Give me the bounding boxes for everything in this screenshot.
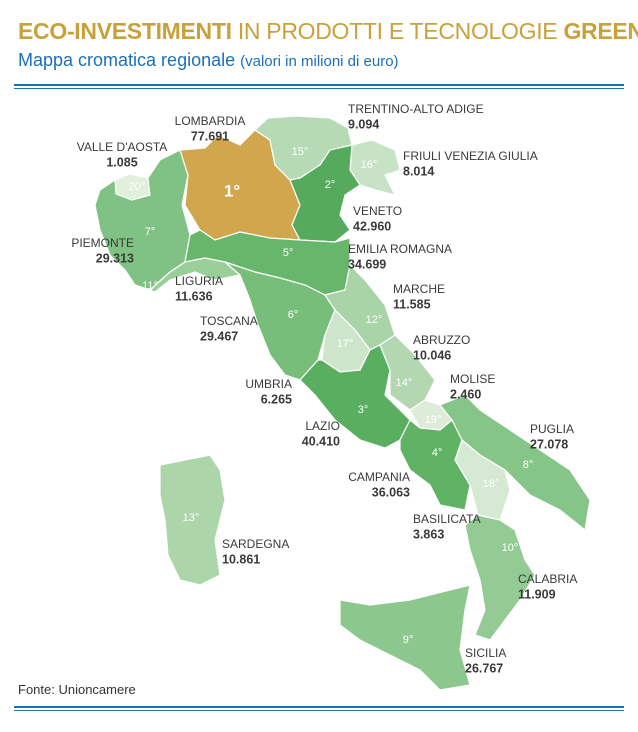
region: [289, 144, 361, 243]
subtitle-text: Mappa cromatica regionale: [18, 50, 236, 70]
region-value: 42.960: [353, 219, 391, 233]
source: Fonte: Unioncamere: [18, 682, 136, 697]
region-rank: 8°: [523, 459, 534, 471]
region-name: TRENTINO-ALTO ADIGE: [348, 102, 484, 116]
region-rank: 3°: [358, 404, 369, 416]
region-name: VALLE D'AOSTA: [77, 140, 168, 154]
region-value: 11.636: [175, 289, 213, 303]
region-value: 34.699: [348, 257, 386, 271]
region-name: PUGLIA: [530, 422, 574, 436]
region-value: 36.063: [372, 485, 410, 499]
region-name: VENETO: [353, 204, 402, 218]
region-value: 3.863: [413, 527, 444, 541]
title-bold: ECO-INVESTIMENTI: [18, 18, 232, 44]
region-rank: 13°: [183, 512, 200, 524]
region-rank: 2°: [325, 179, 336, 191]
region-value: 10.861: [222, 552, 260, 566]
region-value: 8.014: [403, 164, 434, 178]
region-value: 27.078: [530, 437, 568, 451]
region-name: BASILICATA: [413, 512, 481, 526]
subtitle-note: (valori in milioni di euro): [240, 53, 399, 70]
region-name: CAMPANIA: [348, 470, 410, 484]
region-value: 2.460: [450, 387, 481, 401]
region: [399, 419, 471, 511]
region-rank: 4°: [432, 447, 443, 459]
region-rank: 15°: [292, 146, 309, 158]
region-name: LOMBARDIA: [175, 114, 246, 128]
region-name: MOLISE: [450, 372, 495, 386]
region-rank: 6°: [288, 309, 299, 321]
subtitle: Mappa cromatica regionale (valori in mil…: [18, 50, 399, 71]
region-value: 11.909: [518, 587, 556, 601]
region-value: 6.265: [261, 392, 292, 406]
title-bold: GREEN: [563, 18, 638, 44]
region-rank: 18°: [483, 478, 500, 490]
region-rank: 5°: [283, 247, 294, 259]
region-name: LAZIO: [305, 419, 340, 433]
region-rank: 17°: [337, 338, 354, 350]
region-rank: 19°: [425, 414, 442, 426]
region-name: CALABRIA: [518, 572, 577, 586]
region-name: MARCHE: [393, 282, 445, 296]
region-rank: 14°: [396, 377, 413, 389]
region-name: SARDEGNA: [222, 537, 289, 551]
region-value: 1.085: [106, 155, 137, 169]
rule: [14, 706, 624, 708]
title: ECO-INVESTIMENTI IN PRODOTTI E TECNOLOGI…: [18, 18, 638, 45]
region-name: EMILIA ROMAGNA: [348, 242, 452, 256]
region-value: 11.585: [393, 297, 431, 311]
region-name: PIEMONTE: [71, 236, 134, 250]
region-value: 29.467: [200, 329, 238, 343]
region-value: 29.313: [96, 251, 134, 265]
rule: [14, 710, 624, 711]
region-rank: 12°: [366, 314, 383, 326]
region-name: SICILIA: [465, 646, 506, 660]
region-value: 10.046: [413, 348, 451, 362]
region-name: ABRUZZO: [413, 333, 470, 347]
region-rank: 11°: [142, 280, 158, 292]
region-rank: 1°: [224, 181, 240, 200]
region: [339, 584, 471, 691]
region-rank: 16°: [361, 159, 378, 171]
region: [159, 454, 226, 586]
region-value: 26.767: [465, 661, 503, 675]
title-light: IN PRODOTTI E TECNOLOGIE: [237, 18, 558, 44]
region: [464, 514, 536, 641]
region: [94, 149, 191, 291]
region-value: 77.691: [191, 129, 229, 143]
region-name: FRIULI VENEZIA GIULIA: [403, 149, 538, 163]
rule: [14, 84, 624, 86]
region-name: UMBRIA: [245, 377, 292, 391]
region: [299, 344, 411, 449]
region-rank: 7°: [145, 226, 156, 238]
region-value: 40.410: [302, 434, 340, 448]
region-rank: 20°: [129, 181, 146, 193]
rule: [14, 88, 624, 89]
region-rank: 9°: [403, 634, 414, 646]
region-name: LIGURIA: [175, 274, 223, 288]
region-name: TOSCANA: [200, 314, 258, 328]
region-rank: 10°: [502, 542, 519, 554]
region: [148, 257, 242, 293]
region-value: 9.094: [348, 117, 379, 131]
